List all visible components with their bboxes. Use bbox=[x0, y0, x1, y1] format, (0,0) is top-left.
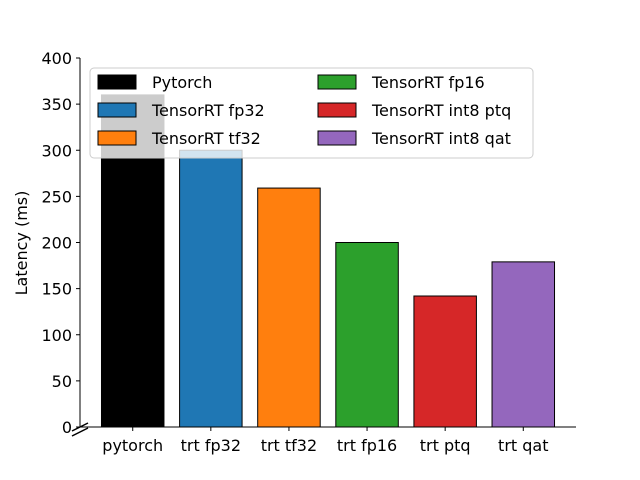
legend-swatch bbox=[317, 102, 357, 118]
x-tick-label: trt tf32 bbox=[261, 436, 317, 455]
bars-layer bbox=[100, 94, 556, 428]
legend-label: TensorRT int8 ptq bbox=[371, 101, 511, 120]
y-tick-label: 300 bbox=[41, 141, 72, 160]
y-tick-label: 100 bbox=[41, 326, 72, 345]
y-tick-label: 400 bbox=[41, 49, 72, 68]
legend-swatch bbox=[97, 102, 137, 118]
axes-layer: pytorch trt fp32 trt tf32 trt fp16 trt ptq tr… bbox=[41, 49, 576, 455]
legend-frame bbox=[89, 67, 534, 159]
legend-swatch bbox=[97, 74, 137, 90]
x-tick-label: trt fp16 bbox=[337, 436, 397, 455]
legend-label: TensorRT fp16 bbox=[371, 73, 485, 92]
x-tick-label: trt ptq bbox=[420, 436, 471, 455]
y-axis-title: Latency (ms) bbox=[12, 191, 31, 296]
y-tick-label: 150 bbox=[41, 280, 72, 299]
legend-label: Pytorch bbox=[152, 73, 212, 92]
legend: Pytorch TensorRT fp32 TensorRT tf32 TensorR… bbox=[89, 67, 534, 159]
x-tick-label: trt fp32 bbox=[181, 436, 241, 455]
legend-swatch bbox=[317, 74, 357, 90]
legend-label: TensorRT int8 qat bbox=[371, 129, 511, 148]
axis-break-mark bbox=[71, 422, 89, 432]
y-tick-label: 0 bbox=[62, 418, 72, 437]
x-tick-label: trt qat bbox=[498, 436, 548, 455]
legend-label: TensorRT fp32 bbox=[151, 101, 265, 120]
y-tick-label: 350 bbox=[41, 95, 72, 114]
x-tick-label: pytorch bbox=[102, 436, 163, 455]
legend-swatch bbox=[97, 130, 137, 146]
y-tick-label: 200 bbox=[41, 234, 72, 253]
legend-label: TensorRT tf32 bbox=[151, 129, 261, 148]
axis-break-mark bbox=[71, 427, 89, 437]
bar-trt-tf32 bbox=[257, 187, 321, 428]
legend-swatch bbox=[317, 130, 357, 146]
bar-trt-ptq bbox=[413, 295, 477, 428]
bar-trt-fp32 bbox=[179, 149, 243, 428]
y-tick-label: 50 bbox=[52, 372, 72, 391]
bar-trt-fp16 bbox=[335, 242, 399, 428]
y-tick-label: 250 bbox=[41, 187, 72, 206]
bar-trt-qat bbox=[491, 261, 556, 428]
